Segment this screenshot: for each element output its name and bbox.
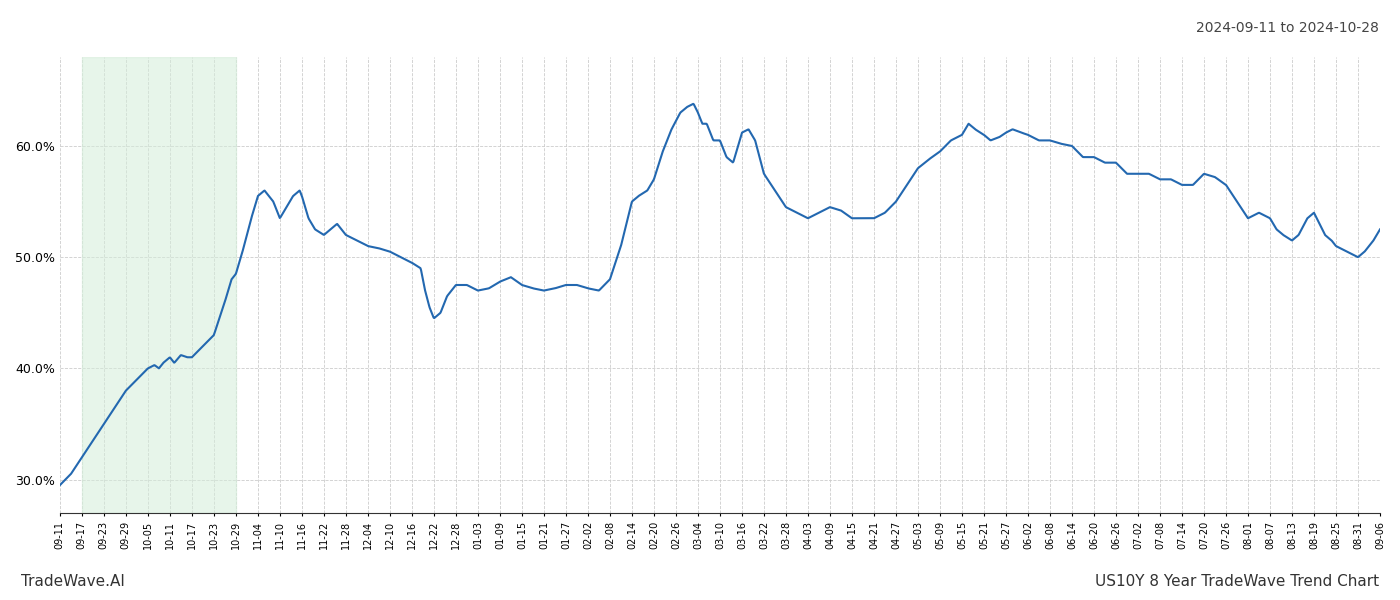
Text: US10Y 8 Year TradeWave Trend Chart: US10Y 8 Year TradeWave Trend Chart (1095, 574, 1379, 589)
Text: 2024-09-11 to 2024-10-28: 2024-09-11 to 2024-10-28 (1196, 21, 1379, 35)
Text: TradeWave.AI: TradeWave.AI (21, 574, 125, 589)
Bar (81, 57, 235, 513)
